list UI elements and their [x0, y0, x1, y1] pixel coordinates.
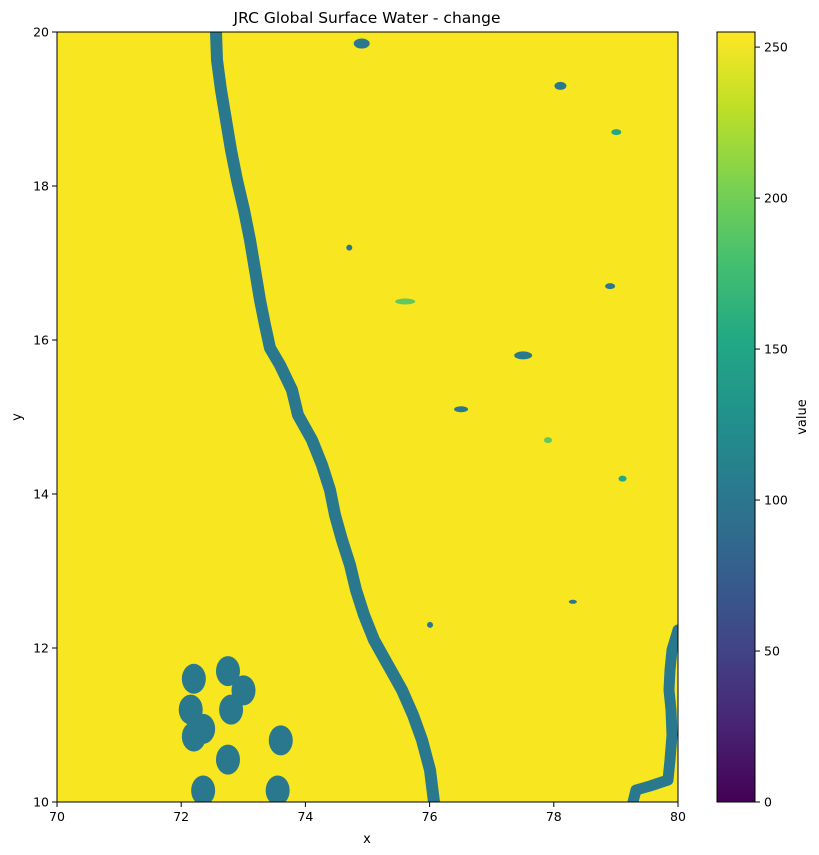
y-tick-label: 16: [33, 333, 49, 348]
y-tick-label: 12: [33, 641, 49, 656]
reservoir: [514, 351, 533, 360]
reservoir: [618, 475, 627, 482]
reservoir: [611, 129, 622, 136]
y-tick-label: 20: [33, 25, 49, 40]
plot-frame: [56, 31, 679, 803]
land-background: [57, 32, 678, 802]
x-tick-label: 76: [422, 809, 438, 824]
east-coastline: [627, 624, 678, 802]
x-tick-label: 80: [670, 809, 686, 824]
colorbar-tick-label: 0: [764, 795, 772, 810]
plot-area: [57, 32, 678, 802]
colorbar-label: value: [795, 399, 810, 435]
inland-water-bodies: [346, 38, 627, 628]
colorbar-tick-label: 250: [764, 40, 788, 55]
colorbar-ticks: 0 50 100 150 200 250: [755, 40, 788, 810]
reservoir: [353, 38, 370, 49]
island: [268, 725, 293, 756]
y-axis: 10 12 14 16 18 20: [33, 25, 57, 810]
reservoir: [605, 283, 616, 290]
x-tick-label: 74: [297, 809, 313, 824]
y-tick-label: 14: [33, 487, 49, 502]
x-axis: 70 72 74 76 78 80: [49, 802, 686, 824]
x-tick-label: 78: [546, 809, 562, 824]
island: [191, 775, 216, 802]
y-axis-label: y: [10, 413, 25, 421]
chart-title: JRC Global Surface Water - change: [233, 9, 501, 27]
island: [191, 713, 216, 744]
colorbar: [716, 31, 756, 803]
colorbar-tick-label: 200: [764, 191, 788, 206]
x-axis-label: x: [363, 832, 371, 847]
y-tick-label: 18: [33, 179, 49, 194]
west-coastline: [210, 32, 440, 802]
colorbar-tick-label: 150: [764, 342, 788, 357]
reservoir: [554, 81, 567, 90]
x-tick-label: 72: [173, 809, 189, 824]
colorbar-tick-label: 100: [764, 493, 788, 508]
reservoir: [544, 437, 553, 444]
colorbar-tick-label: 50: [764, 644, 780, 659]
reservoir: [568, 599, 577, 604]
island: [265, 775, 290, 802]
island-blobs: [178, 656, 293, 802]
island: [231, 675, 256, 706]
x-tick-label: 70: [49, 809, 65, 824]
island: [181, 663, 206, 694]
y-tick-label: 10: [33, 795, 49, 810]
island: [215, 744, 240, 775]
reservoir: [395, 298, 416, 305]
reservoir: [454, 406, 469, 413]
island: [215, 656, 240, 687]
reservoir: [346, 244, 353, 251]
reservoir: [427, 621, 434, 628]
